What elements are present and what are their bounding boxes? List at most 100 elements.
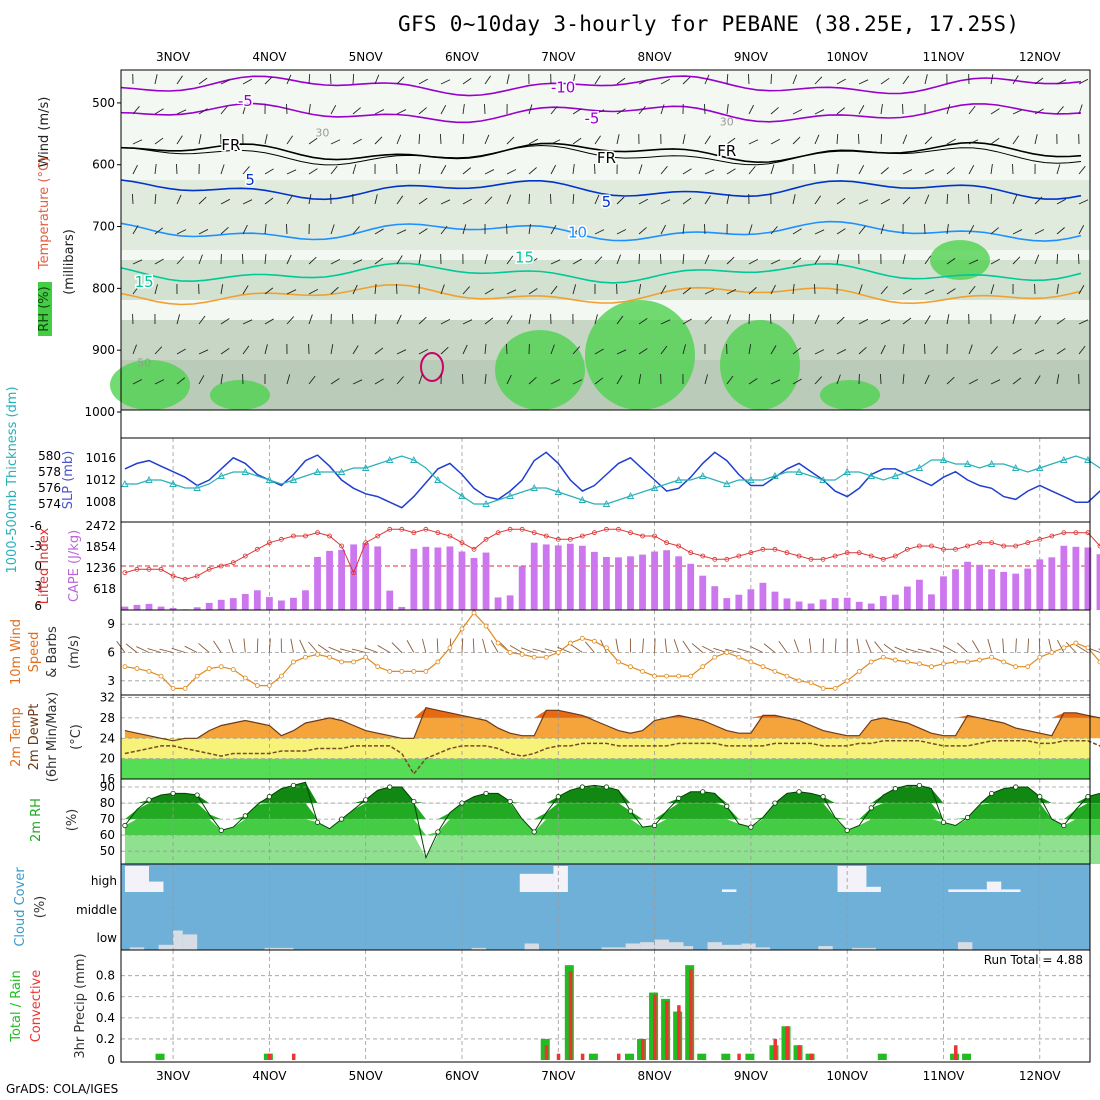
precip-convective-bar [291,1053,296,1060]
rh-marker [627,808,634,814]
wind-barb-10m [793,639,800,653]
wind-barb [660,319,671,325]
pressure-tick-label: 600 [92,158,115,172]
wind-barb [836,197,846,205]
li-marker [579,533,585,539]
wind-barb [726,375,734,385]
wind-speed-marker [170,685,176,691]
thickness-marker [1060,456,1068,463]
cape-bar [1048,557,1056,610]
wind-speed-marker [977,657,982,663]
wind-barb [748,344,752,355]
wind-barb [814,314,820,325]
wind-barb [682,134,686,145]
wind-barb [748,165,756,175]
rh-marker [459,800,465,806]
rh-contour-label: 30 [315,127,329,140]
thickness-marker [1011,464,1020,471]
thickness-marker [674,476,683,483]
wind-barb [616,375,623,385]
wind-barb-10m [159,648,174,653]
wind-barb [638,284,642,295]
wind-barb [1078,199,1089,205]
wind-barb [1012,75,1019,85]
cape-bar [494,597,502,610]
wind-barb [220,226,229,235]
li-marker [917,543,922,549]
wind-barb [440,225,448,235]
wind-barb-10m [136,646,150,653]
wind-barb [836,133,839,145]
wind-barb [352,284,358,295]
cape-bar [157,606,165,610]
wind-speed-marker [363,654,369,660]
isotherm-label: 15 [515,248,534,266]
wind-speed-marker [941,661,946,667]
precip-convective-bar [653,994,657,1060]
wind-barb [418,374,423,385]
wind-speed-marker [808,680,814,686]
wind-barb [528,314,532,325]
li-marker [591,530,597,536]
wind-speed-marker [868,659,874,665]
wind-barb [880,344,886,355]
li-marker [844,550,850,556]
wind-barb [924,289,935,295]
wind-barb [660,345,668,355]
cape-bar [302,590,309,610]
wind-barb [880,198,890,205]
wind-barb [946,288,956,295]
wind-barb-10m [971,640,980,653]
wind-barb-10m [461,638,464,653]
time-label-bottom: 7NOV [541,1069,576,1083]
li-marker [182,576,188,582]
wind-barb [330,139,341,145]
li-marker [399,526,405,532]
wind-barb [924,169,935,175]
wind-barb [704,316,713,325]
wind-barb [396,134,402,145]
wind-barb [1056,106,1064,115]
rh-marker [820,794,826,800]
cape-bar [783,598,791,610]
wind-speed-marker [218,664,224,670]
wind-barb [594,109,605,115]
wind-speed-marker [411,668,417,674]
wind-barb [572,379,583,385]
cloud-high-block [721,889,737,892]
wind-barb [748,378,758,385]
wind-barb [374,314,377,325]
wind-barb [1056,374,1060,385]
rh-marker [170,790,176,797]
li-marker [892,553,898,559]
wind-barb-10m [1015,638,1017,653]
cape-bar [362,543,370,610]
temp-tick-label: 16 [100,772,115,786]
li-marker [206,566,212,572]
rh-band-area [124,819,1100,836]
wind-barb [792,109,803,115]
li-marker [543,533,549,539]
rh-marker [603,784,610,790]
wind-barb [902,374,905,385]
thickness-marker [217,472,225,479]
cape-bar [1072,546,1080,610]
rh-marker [266,794,272,800]
wind-barb [242,199,253,205]
wind-speed-marker [230,667,236,672]
cape-bar [578,545,586,610]
wind-barb [440,346,449,355]
wind-barb [264,134,268,145]
wind-barb [154,108,164,115]
cape-bar [639,554,646,610]
thickness-marker [1084,456,1092,463]
wind-barb-10m [856,638,860,653]
wind-barb [549,193,552,205]
wind-speed-marker [892,657,898,663]
wind-barb [396,229,407,235]
thickness-marker [554,488,563,495]
wind-barb [814,229,825,235]
wind-barb [242,319,253,325]
wind-barb [1078,104,1083,115]
wind-speed-marker [591,638,597,644]
